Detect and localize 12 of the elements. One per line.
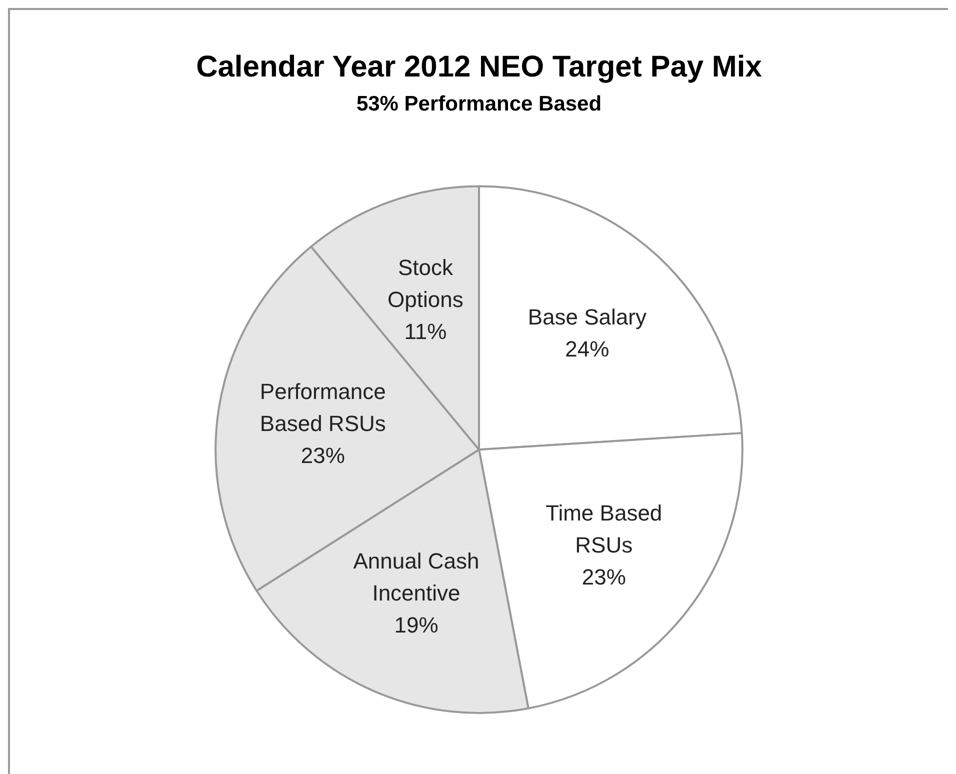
slice-label: Performance Based RSUs: [260, 378, 386, 436]
chart-subtitle: 53% Performance Based: [356, 92, 602, 116]
slice-label: Base Salary: [528, 304, 646, 330]
data-label: 23%: [582, 564, 626, 590]
slice-label: Stock Options: [388, 254, 464, 312]
slice-label: Time Based RSUs: [546, 500, 662, 558]
data-label: 19%: [394, 612, 438, 638]
chart-title: Calendar Year 2012 NEO Target Pay Mix: [196, 50, 762, 84]
data-label: 11%: [404, 318, 447, 344]
data-label: 24%: [565, 336, 610, 362]
data-label: 23%: [300, 442, 345, 468]
slice-label: Annual Cash Incentive: [353, 548, 480, 606]
